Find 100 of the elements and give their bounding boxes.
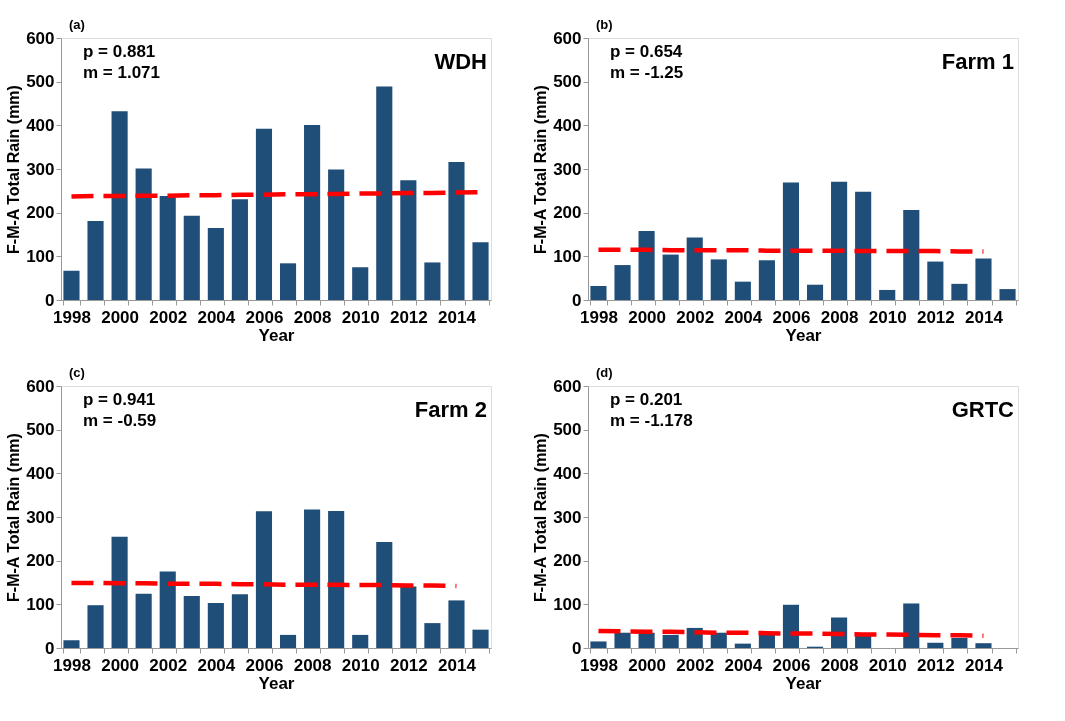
y-tick-label: 500 xyxy=(553,420,582,440)
bar xyxy=(590,641,607,648)
y-tick-label: 600 xyxy=(26,28,55,48)
bar xyxy=(614,265,631,300)
y-tick-label: 600 xyxy=(553,28,582,48)
x-tick-label: 2014 xyxy=(438,655,477,675)
x-tick-label: 2006 xyxy=(245,655,284,675)
y-tick-label: 100 xyxy=(26,246,55,266)
x-tick-label: 2008 xyxy=(820,655,859,675)
x-tick-label: 2014 xyxy=(438,307,477,327)
bar xyxy=(159,196,176,300)
y-axis-title: F-M-A Total Rain (mm) xyxy=(532,85,550,254)
bar xyxy=(782,182,800,300)
text: Farm 2 xyxy=(414,397,487,422)
bar xyxy=(183,596,200,648)
text: WDH xyxy=(434,49,487,74)
bar xyxy=(614,632,631,648)
bar xyxy=(662,254,679,300)
x-tick-label: 1998 xyxy=(580,307,618,327)
x-tick-label: 2000 xyxy=(628,655,667,675)
bar xyxy=(304,509,321,648)
y-tick-label: 600 xyxy=(553,376,582,396)
annotation: m = -0.59 xyxy=(83,411,157,430)
bar xyxy=(734,643,751,648)
y-tick-label: 600 xyxy=(26,376,55,396)
x-tick-label: 2004 xyxy=(724,307,763,327)
bar xyxy=(710,259,727,300)
y-tick-label: 300 xyxy=(553,159,582,179)
bar xyxy=(782,604,800,648)
x-tick-label: 2002 xyxy=(676,307,715,327)
y-tick-label: 300 xyxy=(26,159,55,179)
text: (b) xyxy=(596,17,613,32)
bar xyxy=(400,180,417,300)
y-tick-label: 300 xyxy=(26,507,55,527)
bar xyxy=(279,263,297,300)
x-axis-title: Year xyxy=(785,325,822,345)
x-tick-label: 2000 xyxy=(101,307,140,327)
x-tick-label: 2010 xyxy=(868,655,907,675)
bar xyxy=(159,571,176,648)
annotation: m = -1.25 xyxy=(610,63,684,82)
x-tick-label: 2006 xyxy=(245,307,284,327)
bar xyxy=(903,603,920,648)
text: (c) xyxy=(69,365,85,380)
bar xyxy=(111,536,128,648)
y-axis-title: F-M-A Total Rain (mm) xyxy=(5,85,23,254)
text: GRTC xyxy=(951,397,1015,422)
bar xyxy=(328,169,345,300)
bar xyxy=(400,586,417,648)
bar xyxy=(686,237,703,300)
bar xyxy=(352,267,369,300)
y-tick-label: 200 xyxy=(26,551,55,571)
y-tick-label: 0 xyxy=(45,290,55,310)
bar xyxy=(879,289,896,300)
bar xyxy=(207,603,224,648)
x-tick-label: 2008 xyxy=(293,307,332,327)
bar xyxy=(63,270,80,300)
y-tick-label: 400 xyxy=(26,115,55,135)
x-tick-label: 2012 xyxy=(389,307,428,327)
x-axis-title: Year xyxy=(258,673,295,693)
bar xyxy=(734,281,751,300)
x-tick-label: 2002 xyxy=(149,307,188,327)
bar xyxy=(448,600,465,648)
y-tick-label: 200 xyxy=(553,203,582,223)
bar xyxy=(231,594,248,648)
bar xyxy=(328,510,345,648)
annotation: p = 0.654 xyxy=(610,42,683,61)
annotation: p = 0.201 xyxy=(610,390,683,409)
bar xyxy=(951,637,968,648)
bar xyxy=(638,632,655,648)
bar xyxy=(87,220,104,300)
y-tick-label: 400 xyxy=(553,463,582,483)
y-tick-label: 500 xyxy=(26,420,55,440)
y-tick-label: 500 xyxy=(26,72,55,92)
bar xyxy=(376,86,393,300)
bar xyxy=(758,260,775,300)
x-tick-label: 2010 xyxy=(341,655,380,675)
bar xyxy=(87,605,104,648)
x-tick-label: 2000 xyxy=(101,655,140,675)
x-tick-label: 2008 xyxy=(293,655,332,675)
bar xyxy=(424,623,441,648)
bar xyxy=(975,643,992,648)
bar xyxy=(424,262,441,300)
bar xyxy=(304,124,321,300)
bar xyxy=(590,286,607,300)
bar xyxy=(975,258,992,300)
bar xyxy=(758,634,775,648)
bar xyxy=(135,168,152,300)
text: Farm 1 xyxy=(941,49,1014,74)
x-tick-label: 2006 xyxy=(772,307,811,327)
x-tick-label: 2002 xyxy=(676,655,715,675)
y-tick-label: 300 xyxy=(553,507,582,527)
y-tick-label: 100 xyxy=(553,246,582,266)
bar xyxy=(255,511,273,648)
x-axis-title: Year xyxy=(785,673,822,693)
bar xyxy=(903,210,920,300)
y-tick-label: 500 xyxy=(553,72,582,92)
bar xyxy=(207,227,224,300)
x-tick-label: 2012 xyxy=(916,655,955,675)
bar xyxy=(927,261,944,300)
annotation: m = 1.071 xyxy=(83,63,161,82)
